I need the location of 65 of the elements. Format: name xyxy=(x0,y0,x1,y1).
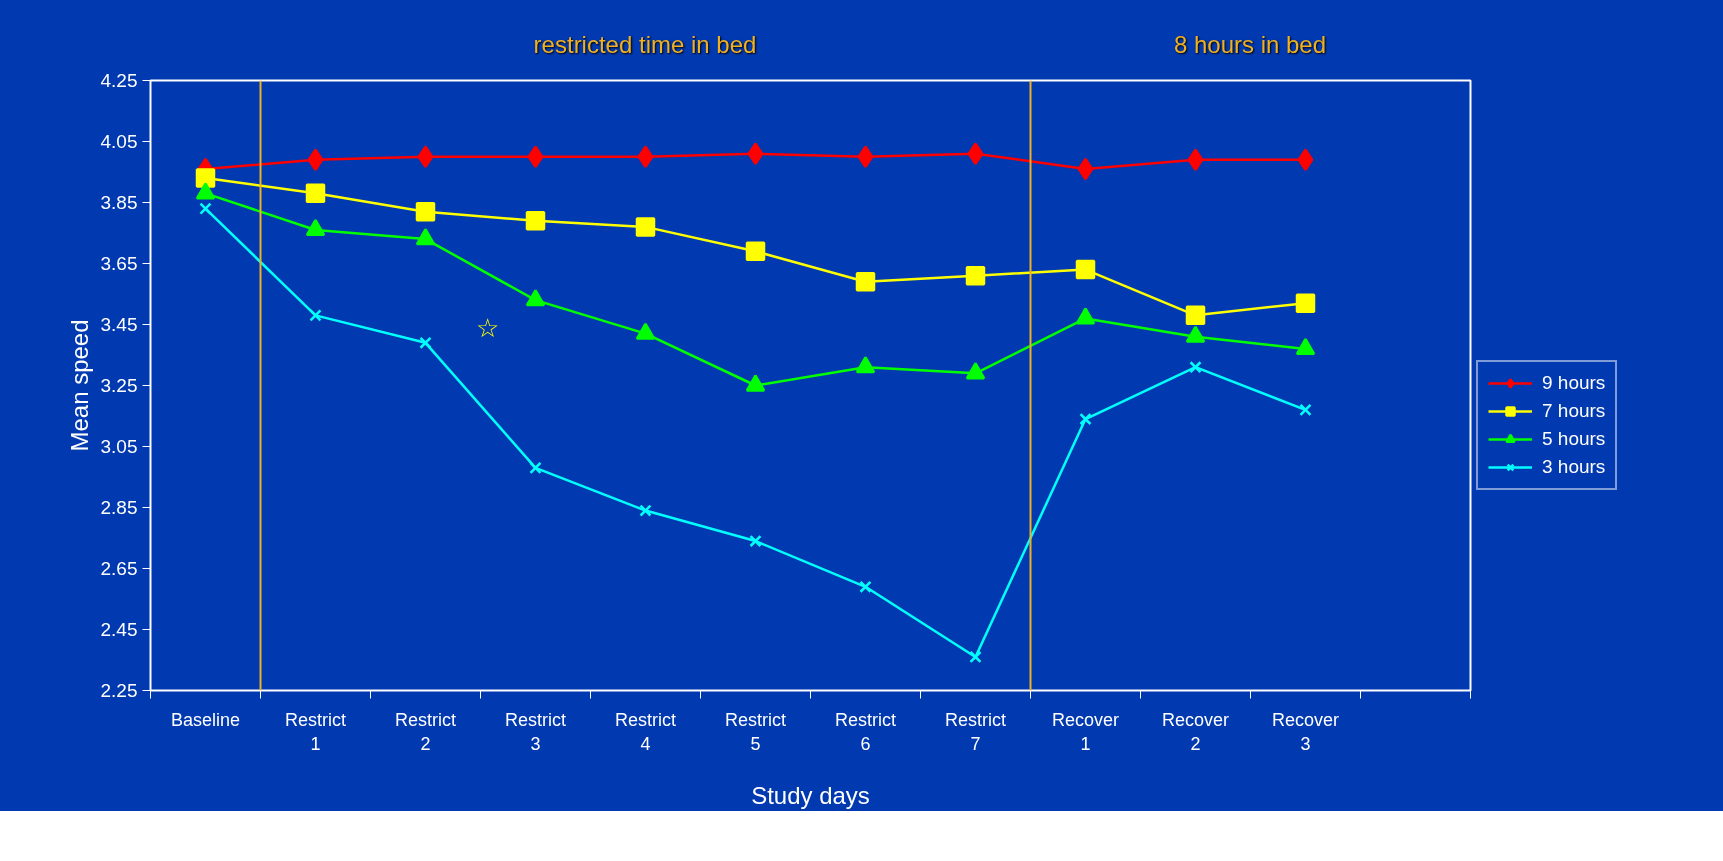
point xyxy=(639,504,652,517)
point xyxy=(747,142,764,165)
point xyxy=(195,168,216,188)
point xyxy=(305,183,326,204)
y-tick-label: 2.65 xyxy=(100,558,138,579)
x-tick-label: Recover 2 xyxy=(1161,709,1230,754)
x-tick-label: Recover 3 xyxy=(1271,709,1340,754)
x-tick-label: Restrict 1 xyxy=(285,709,347,754)
point xyxy=(749,534,762,548)
x-tick-label: Recover 1 xyxy=(1051,709,1120,754)
annotation: ☆ xyxy=(475,312,499,343)
point xyxy=(199,202,212,215)
y-tick-label: 2.85 xyxy=(100,497,138,518)
point xyxy=(1189,361,1202,374)
x-tick-label: Restrict 2 xyxy=(395,709,457,754)
point xyxy=(415,228,436,246)
y-tick-label: 3.05 xyxy=(100,436,138,457)
y-tick-label: 3.85 xyxy=(100,192,138,213)
legend-label: 7 hours xyxy=(1542,400,1606,422)
text: 8 hours in bed xyxy=(1173,30,1327,60)
point xyxy=(417,145,434,168)
y-tick-label: 3.25 xyxy=(100,375,138,396)
point xyxy=(1077,157,1094,181)
point xyxy=(745,241,766,262)
point xyxy=(857,145,874,168)
point xyxy=(635,217,656,237)
y-tick-label: 4.05 xyxy=(100,131,138,152)
x-tick-label: Restrict 4 xyxy=(615,709,677,754)
y-tick-label: 2.25 xyxy=(100,680,138,701)
point xyxy=(1299,403,1312,417)
point xyxy=(1187,148,1204,172)
point xyxy=(1079,412,1092,426)
y-axis-title: Mean speed xyxy=(65,319,93,452)
point xyxy=(855,272,876,292)
point xyxy=(525,211,546,231)
point xyxy=(529,461,542,475)
point xyxy=(637,145,654,168)
point xyxy=(967,142,984,165)
point xyxy=(307,148,324,172)
point xyxy=(1295,293,1316,313)
point xyxy=(965,265,986,286)
y-tick-label: 4.25 xyxy=(100,70,138,91)
legend-label: 9 hours xyxy=(1542,372,1606,394)
x-tick-label: Baseline xyxy=(170,709,241,730)
text: restricted time in bed xyxy=(533,30,757,60)
point xyxy=(969,650,982,664)
x-tick-label: Restrict 6 xyxy=(835,709,897,754)
x-tick-label: Restrict 5 xyxy=(725,709,787,754)
point xyxy=(309,309,322,322)
point xyxy=(1297,148,1314,172)
point xyxy=(525,289,546,307)
point xyxy=(527,145,544,168)
x-axis-title: Study days xyxy=(751,781,870,809)
point xyxy=(1185,305,1206,326)
legend-label: 5 hours xyxy=(1542,428,1606,450)
y-tick-label: 3.45 xyxy=(100,314,138,335)
point xyxy=(419,336,432,349)
legend-label: 3 hours xyxy=(1542,456,1606,478)
point xyxy=(415,201,436,222)
y-tick-label: 2.45 xyxy=(100,619,138,640)
x-tick-label: Restrict 3 xyxy=(505,709,567,754)
point xyxy=(859,580,872,593)
point xyxy=(1075,259,1096,280)
y-tick-label: 3.65 xyxy=(100,253,138,274)
x-tick-label: Restrict 7 xyxy=(945,709,1007,754)
